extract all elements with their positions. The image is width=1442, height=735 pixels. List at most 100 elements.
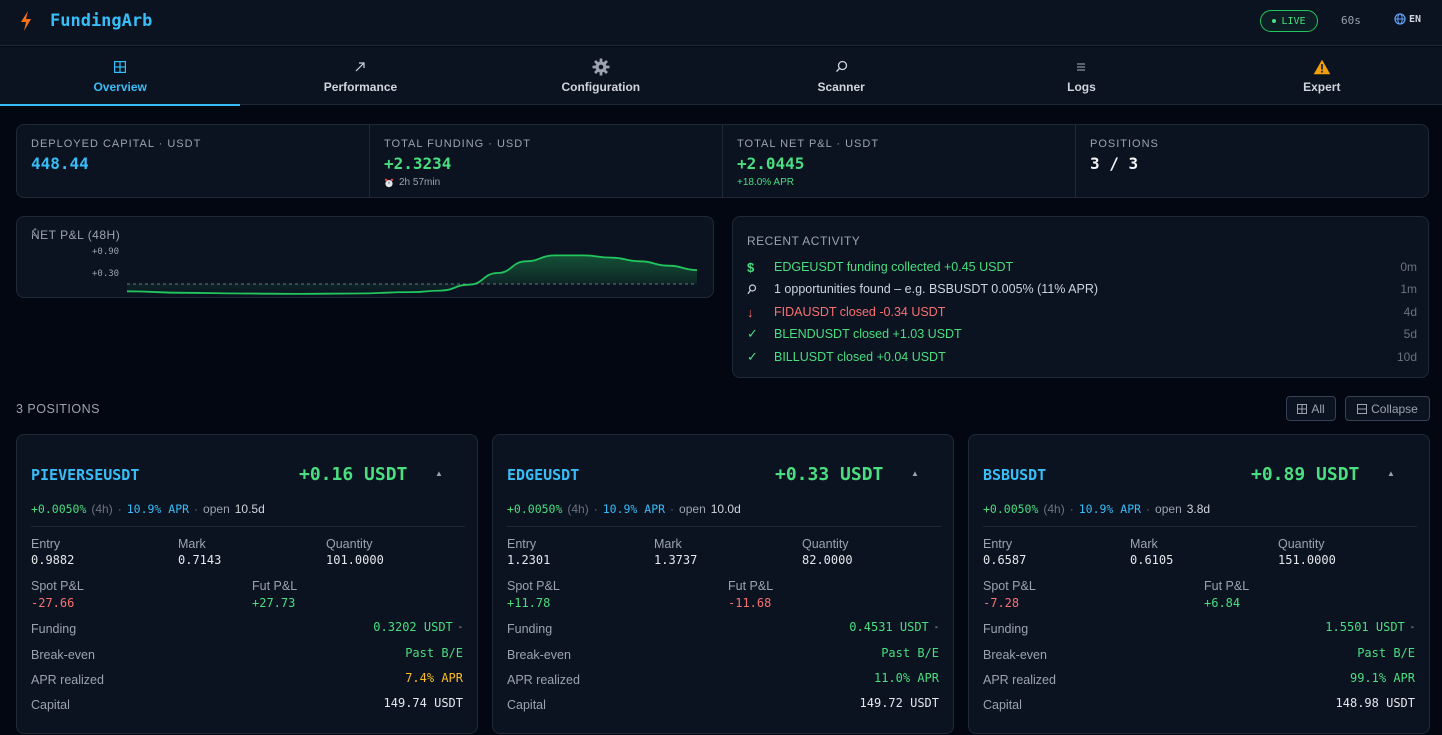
refresh-icon[interactable]	[31, 228, 40, 237]
spot-pnl-value: -27.66	[31, 596, 75, 610]
entry-label: Entry	[31, 537, 61, 551]
capital-label: Capital	[983, 698, 1022, 712]
positions-count: 3 POSITIONS	[16, 402, 100, 416]
summary-stats: DEPLOYED CAPITAL · USDT 448.44 TOTAL FUN…	[16, 124, 1429, 198]
position-symbol: PIEVERSEUSDT	[31, 466, 140, 484]
quantity-label: Quantity	[802, 537, 849, 551]
quantity-label: Quantity	[1278, 537, 1325, 551]
open-duration: 10.0d	[710, 502, 741, 516]
activity-item[interactable]: $ EDGEUSDT funding collected +0.45 USDT …	[747, 257, 1417, 277]
tab-overview[interactable]: Overview	[0, 47, 241, 106]
activity-text: BILLUSDT closed +0.04 USDT	[774, 350, 946, 364]
stat-total-funding: TOTAL FUNDING · USDT +2.3234 2h 57min	[370, 125, 723, 197]
quantity-value: 151.0000	[1278, 553, 1336, 567]
brand[interactable]: FundingArb	[18, 10, 152, 32]
funding-apr: 10.9% APR	[126, 502, 190, 516]
capital-label: Capital	[507, 698, 546, 712]
activity-time: 1m	[1400, 282, 1417, 296]
stat-value: 448.44	[31, 154, 89, 173]
fut-pnl-value: +6.84	[1204, 596, 1241, 610]
break-even-value: Past B/E	[881, 646, 939, 660]
recent-activity-card: RECENT ACTIVITY $ EDGEUSDT funding colle…	[732, 216, 1429, 378]
live-dot-icon	[1272, 19, 1277, 23]
position-symbol: BSBUSDT	[983, 466, 1047, 484]
funding-interval: (4h)	[1043, 502, 1065, 516]
funding-value-row[interactable]: 0.3202 USDT ▸	[373, 620, 463, 634]
activity-text: FIDAUSDT closed -0.34 USDT	[774, 305, 946, 319]
stat-sub-text: 2h 57min	[399, 177, 441, 188]
stat-label: POSITIONS	[1090, 138, 1159, 150]
funding-label: Funding	[31, 622, 77, 636]
funding-value: 1.5501 USDT	[1325, 620, 1405, 634]
tab-configuration[interactable]: Configuration	[481, 47, 721, 105]
check-icon: ✓	[747, 349, 758, 364]
position-meta: +0.0050% (4h) · 10.9% APR · open 3.8d	[983, 502, 1210, 516]
activity-item[interactable]: ✓ BLENDUSDT closed +1.03 USDT 5d	[747, 324, 1417, 344]
list-icon	[1075, 59, 1087, 75]
activity-title: RECENT ACTIVITY	[747, 234, 861, 248]
collapse-all-label: Collapse	[1371, 401, 1418, 416]
break-even-label: Break-even	[983, 648, 1047, 662]
collapse-caret-icon[interactable]: ▲	[435, 469, 443, 478]
gear-icon	[592, 58, 610, 75]
net-pnl-chart: +0.90 +0.30	[92, 247, 698, 295]
tab-label: Expert	[1303, 79, 1341, 94]
funding-label: Funding	[983, 622, 1029, 636]
tab-logs[interactable]: Logs	[961, 47, 1201, 105]
stat-label: TOTAL NET P&L · USDT	[737, 138, 880, 150]
activity-item[interactable]: ↓ FIDAUSDT closed -0.34 USDT 4d	[747, 302, 1417, 322]
activity-text: 1 opportunities found – e.g. BSBUSDT 0.0…	[774, 282, 1099, 296]
separator-dot: ·	[1146, 502, 1151, 516]
fut-pnl-label: Fut P&L	[1204, 579, 1250, 593]
trend-arrow-icon	[354, 59, 366, 75]
funding-value-row[interactable]: 1.5501 USDT ▸	[1325, 620, 1415, 634]
entry-label: Entry	[507, 537, 537, 551]
search-icon	[747, 283, 774, 295]
tab-performance[interactable]: Performance	[240, 47, 480, 105]
stat-sub: 2h 57min	[384, 177, 708, 188]
activity-item[interactable]: ✓ BILLUSDT closed +0.04 USDT 10d	[747, 347, 1417, 367]
position-card: EDGEUSDT +0.33 USDT ▲ +0.0050% (4h) · 10…	[492, 434, 954, 734]
funding-rate: +0.0050%	[507, 502, 563, 516]
collapse-caret-icon[interactable]: ▲	[911, 469, 919, 478]
open-label: open	[679, 502, 706, 516]
apr-realized-value: 7.4% APR	[405, 671, 463, 685]
divider	[983, 526, 1417, 527]
open-label: open	[203, 502, 230, 516]
collapse-all-button[interactable]: Collapse	[1345, 396, 1430, 421]
funding-value-row[interactable]: 0.4531 USDT ▸	[849, 620, 939, 634]
check-icon: ✓	[747, 326, 758, 341]
funding-interval: (4h)	[567, 502, 589, 516]
spot-pnl-label: Spot P&L	[31, 579, 84, 593]
refresh-interval[interactable]: 60s	[1341, 14, 1361, 27]
stat-positions: POSITIONS 3 / 3	[1076, 125, 1428, 197]
mark-label: Mark	[178, 537, 206, 551]
funding-interval: (4h)	[91, 502, 113, 516]
stat-label: DEPLOYED CAPITAL · USDT	[31, 138, 202, 150]
y-tick-high: +0.90	[92, 247, 119, 257]
pnl-area	[127, 255, 697, 294]
activity-item[interactable]: 1 opportunities found – e.g. BSBUSDT 0.0…	[747, 279, 1417, 299]
language-selector[interactable]: EN	[1394, 13, 1421, 25]
top-bar: FundingArb LIVE 60s EN	[0, 0, 1442, 46]
expand-arrow-icon: ▸	[1410, 623, 1415, 631]
language-label: EN	[1409, 13, 1422, 25]
grid-icon	[1297, 403, 1308, 414]
activity-time: 5d	[1403, 327, 1417, 341]
fut-pnl-label: Fut P&L	[728, 579, 774, 593]
activity-time: 4d	[1403, 305, 1417, 319]
tab-scanner[interactable]: Scanner	[721, 47, 961, 105]
entry-value: 0.9882	[31, 553, 75, 567]
chart-title: NET P&L (48H)	[31, 228, 120, 242]
capital-label: Capital	[31, 698, 70, 712]
net-pnl-chart-card: +0.90 +0.30 NET P&L (48H)	[16, 216, 714, 298]
mark-value: 0.7143	[178, 553, 222, 567]
stat-value: 3 / 3	[1090, 154, 1139, 173]
tab-label: Logs	[1067, 79, 1096, 94]
mark-value: 0.6105	[1130, 553, 1174, 567]
spot-pnl-value: +11.78	[507, 596, 551, 610]
divider	[507, 526, 941, 527]
collapse-caret-icon[interactable]: ▲	[1387, 469, 1395, 478]
expand-all-button[interactable]: All	[1286, 396, 1336, 421]
tab-expert[interactable]: Expert	[1202, 47, 1442, 105]
